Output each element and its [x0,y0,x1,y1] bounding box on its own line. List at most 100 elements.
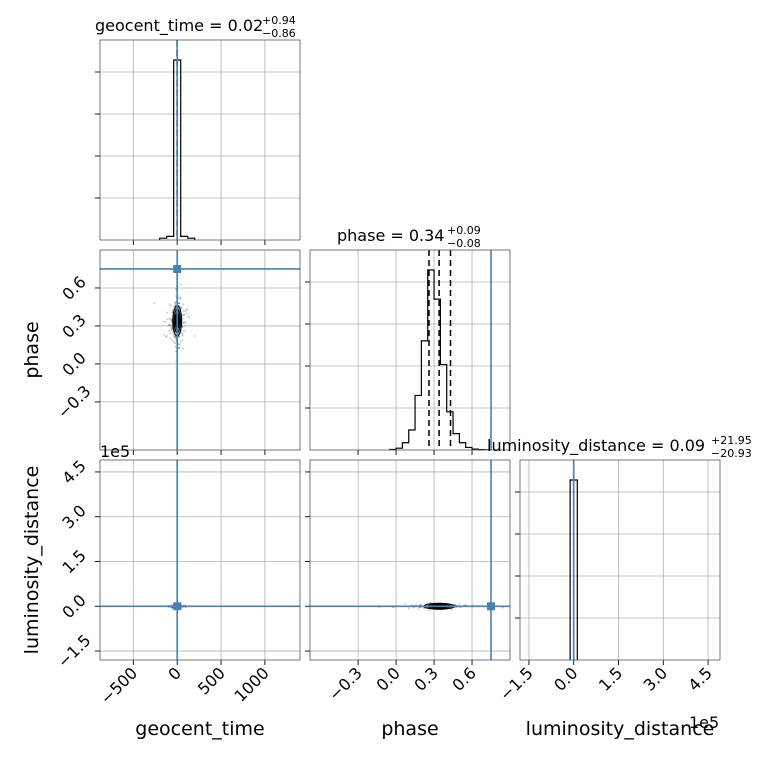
sample-point [178,346,181,349]
truth-marker [173,602,182,611]
sample-point [182,303,185,306]
sample-point [501,606,504,609]
panel-frame [309,249,511,451]
panel-luminosity_distance-geocent_time: −500 0 500 1000 −1.5 0.0 1.5 3.0 4.5 [54,456,301,708]
sample-point [182,310,185,312]
title-phase: phase = 0.34 [337,226,444,245]
x-tick-label: −500 [97,663,142,708]
panel-frame [309,459,511,661]
truth-marker [173,264,182,273]
sample-point [181,314,184,317]
panel-content [569,460,578,660]
sample-point [180,307,182,309]
sample-point [178,302,180,305]
sample-point [180,283,182,286]
sample-point [168,317,171,320]
sample-point [178,335,181,338]
truth-marker [487,602,496,611]
sample-point [168,303,171,306]
sample-point [169,318,172,320]
sample-point [177,296,180,299]
sample-point [169,324,172,327]
sample-point [165,335,168,337]
sample-point [162,320,165,323]
sample-point [166,311,169,314]
sample-point [174,336,176,338]
sample-point [169,332,172,335]
x-tick-label: 4.5 [684,663,715,694]
sample-point [170,329,173,332]
sample-point [181,326,184,328]
sample-point [170,304,172,307]
x-tick-label: −0.3 [325,663,366,704]
x-tick-label: 500 [194,663,229,698]
sample-point [182,322,185,324]
sample-point [454,603,457,606]
x-axis-label-phase: phase [381,718,438,740]
sample-point [180,306,183,309]
x-tick-label: 0.6 [448,663,479,694]
title-geocent-time: geocent_time = 0.02 [95,16,263,36]
y-tick-label: 1.5 [58,546,89,577]
sample-point [170,326,173,329]
sample-point [166,318,169,320]
y-axis-label-luminosity-distance: luminosity_distance [21,466,43,655]
y-tick-label: −0.3 [54,382,95,423]
histogram-phase [389,269,492,450]
sample-point [184,310,187,313]
sample-point [428,609,431,612]
x-tick-label: 1000 [231,663,273,705]
sample-point [173,335,176,338]
y-tick-label: 0.3 [58,310,89,341]
sample-point [171,310,174,313]
sample-point [168,330,171,333]
sample-point [175,350,177,353]
sample-point [174,345,176,348]
x-axis-label-geocent-time: geocent_time [135,718,264,740]
sample-point [178,302,181,305]
sample-point [170,319,173,322]
y-tick-label: 0.6 [58,272,89,303]
panel-luminosity_distance-phase: −0.3 0.0 0.3 0.6 [305,459,511,704]
panel-content [159,40,196,240]
x-tick-label: 0 [164,663,185,684]
sample-point [419,604,422,606]
sample-point [178,347,181,350]
sample-point [181,317,184,320]
title-phase-sup: +0.09 [447,224,481,237]
title-geocent-time-sub: −0.86 [262,27,296,40]
sample-point [181,325,184,327]
sample-point [170,324,173,327]
sample-point [184,322,187,324]
sample-point [177,347,180,349]
sample-point [174,336,177,338]
sample-point [404,603,407,606]
panel-content [100,250,300,450]
panel-frame [99,459,301,661]
sample-point [185,312,188,315]
sample-point [179,341,182,344]
sample-point [182,321,185,324]
x-tick-label: −1.5 [496,663,537,704]
panel-frame [99,39,301,241]
title-luminosity-distance-sub: −20.93 [711,447,752,460]
sample-point [179,297,182,300]
sample-point [172,341,175,344]
sample-point [181,339,184,342]
x-tick-label: 1.5 [595,663,626,694]
sample-point [458,603,461,606]
sample-point [171,311,174,314]
sample-point [174,301,177,304]
sample-point [169,337,172,340]
x-tick-label: 0.0 [550,663,581,694]
title-geocent-time-sup: +0.94 [262,14,296,27]
panel-content [310,460,510,660]
sample-point [181,347,184,350]
y-tick-label: 3.0 [58,501,89,532]
sample-point [183,324,186,327]
sample-point [178,302,180,305]
sample-point [170,328,173,331]
sample-point [163,334,166,336]
